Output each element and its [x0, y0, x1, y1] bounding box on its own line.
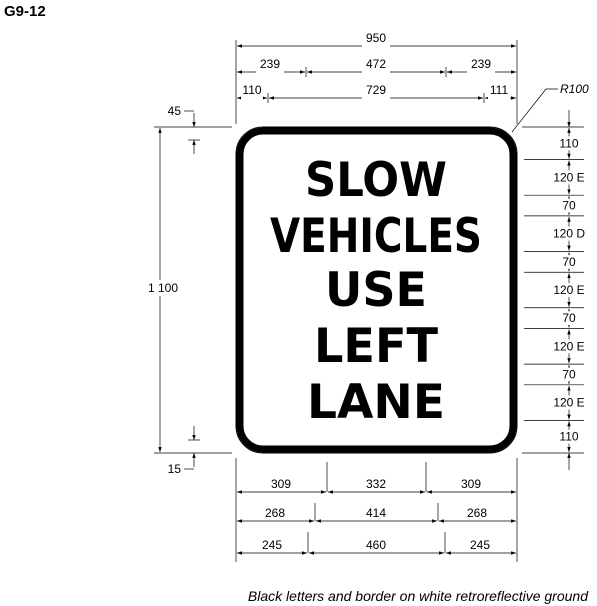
top-row3-left: 110: [242, 83, 261, 97]
right-dim-label-bg: [557, 429, 581, 444]
right-dim-label: 70: [562, 199, 576, 213]
right-dim-label: 110: [559, 430, 578, 444]
bottom-row2-right: 268: [467, 506, 487, 520]
bottom-row2-left: 268: [265, 506, 285, 520]
sign-line-2: VEHICLES: [270, 209, 482, 264]
right-dim-label: 120 E: [553, 396, 584, 410]
right-dim-label: 120 D: [553, 227, 585, 241]
top-row2-center: 472: [366, 57, 386, 71]
right-dim-label-bg: [557, 198, 581, 213]
right-dim-label-bg: [549, 170, 589, 185]
sign-legend: SLOW VEHICLES USE LEFT LANE: [270, 153, 482, 430]
bottom-row1-center: 332: [366, 477, 386, 491]
sign-panel: [235, 126, 518, 454]
right-dim-label-bg: [557, 311, 581, 326]
bottom-row3-right: 245: [470, 538, 490, 552]
right-dim-label-bg: [557, 367, 581, 382]
right-dim-label-bg: [557, 136, 581, 151]
sign-line-1: SLOW: [305, 153, 447, 208]
left-dimensions: 1 100 45 15: [143, 104, 232, 476]
right-dim-label: 70: [562, 367, 576, 381]
bottom-row3-center: 460: [366, 538, 386, 552]
sign-code: G9-12: [4, 3, 46, 20]
top-dimensions: 950 239 472 239 110 729 111: [235, 31, 518, 124]
bottom-row2-center: 414: [366, 506, 386, 520]
right-dim-label: 120 E: [553, 170, 584, 184]
sign-line-4: LEFT: [314, 319, 438, 374]
top-row2-right: 239: [471, 57, 491, 71]
top-margin-label: 45: [168, 104, 182, 118]
top-row3-center: 729: [366, 83, 386, 97]
right-dim-label: 70: [562, 311, 576, 325]
right-dim-label-bg: [549, 283, 589, 297]
corner-radius-callout: R100: [511, 82, 589, 133]
right-dim-label-bg: [557, 254, 581, 269]
right-dim-label: 120 E: [553, 283, 584, 297]
footnote: Black letters and border on white retror…: [248, 588, 589, 604]
corner-radius-label: R100: [560, 82, 589, 96]
right-dim-label: 110: [559, 136, 578, 150]
right-dimensions: 110 120 E 70 120 D 70 120 E 70 120 E 70 120 E 110: [522, 110, 589, 470]
bottom-row1-right: 309: [461, 477, 481, 491]
bottom-row3-left: 245: [262, 538, 282, 552]
overall-height: 1 100: [148, 281, 178, 295]
sign-line-3: USE: [325, 263, 427, 318]
overall-width: 950: [366, 31, 386, 45]
bottom-margin-label: 15: [168, 462, 182, 476]
right-dim-label-bg: [549, 226, 589, 241]
right-dim-label: 70: [562, 255, 576, 269]
right-dim-label-bg: [549, 339, 589, 354]
right-dim-label: 120 E: [553, 339, 584, 353]
bottom-dimensions: 309 332 309 268 414 268 245 460 245: [235, 458, 518, 562]
sign-line-5: LANE: [307, 375, 445, 430]
top-row3-right: 111: [490, 83, 509, 97]
right-dim-label-bg: [549, 395, 589, 410]
top-row2-left: 239: [260, 57, 280, 71]
bottom-row1-left: 309: [271, 477, 291, 491]
